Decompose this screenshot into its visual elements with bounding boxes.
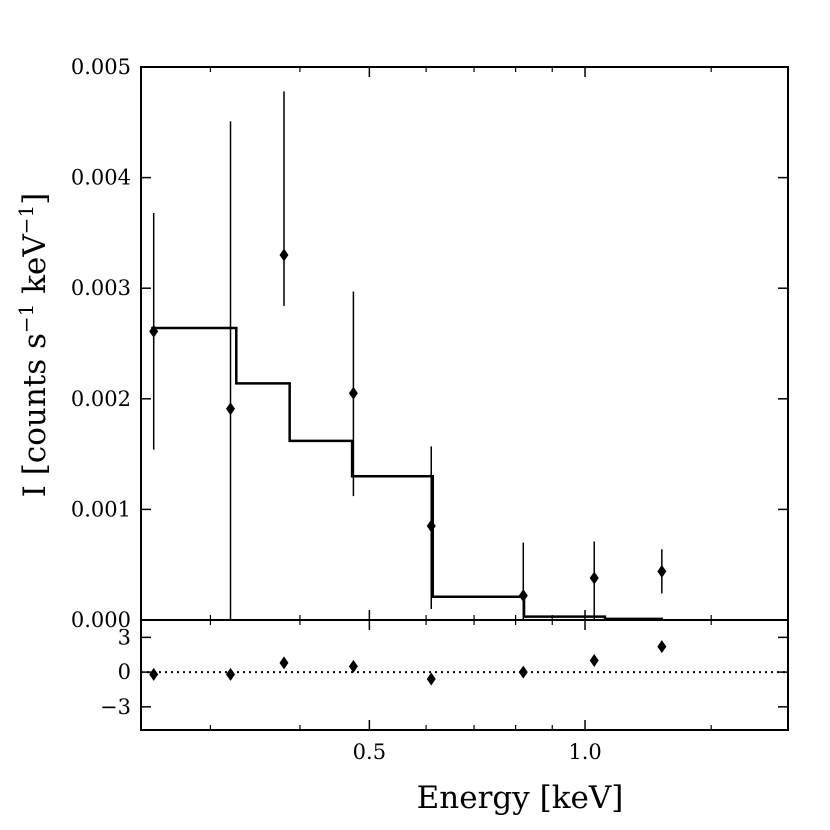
data-point [518, 589, 528, 603]
y-tick-label: 0.001 [71, 497, 131, 521]
data-point [657, 564, 667, 578]
x-tick-label: 1.0 [568, 740, 601, 764]
residual-point [426, 672, 436, 686]
residual-y-tick-label: −3 [100, 695, 131, 719]
residual-point [657, 640, 667, 654]
residual-point [226, 667, 236, 681]
residual-point [348, 659, 358, 673]
y-tick-label: 0.000 [71, 608, 131, 632]
residual-point [279, 656, 289, 670]
data-point [426, 519, 436, 533]
residual-point [589, 654, 599, 668]
y-tick-label: 0.003 [71, 276, 131, 300]
y-tick-label: 0.002 [71, 387, 131, 411]
residual-y-tick-label: 0 [118, 660, 131, 684]
residual-plot-frame [140, 619, 789, 731]
residual-panel: 3 0 −3 0.5 1.0 [100, 619, 789, 764]
spectrum-panel: 0.000 0.001 0.002 0.003 0.004 0.005 [71, 55, 789, 632]
data-point [149, 324, 159, 338]
data-point [589, 571, 599, 585]
y-tick-label: 0.005 [71, 55, 131, 79]
data-point [348, 386, 358, 400]
residual-point [149, 667, 159, 681]
x-axis-label: Energy [keV] [417, 780, 624, 816]
model-step-line [151, 326, 664, 621]
residual-y-tick-label: 3 [118, 625, 131, 649]
residual-point [518, 665, 528, 679]
data-point [279, 248, 289, 262]
top-plot-frame [140, 66, 789, 621]
y-tick-label: 0.004 [71, 166, 131, 190]
data-point [226, 402, 236, 416]
y-axis-label: I [counts s−1 keV−1] [14, 193, 53, 498]
x-tick-label: 0.5 [353, 740, 386, 764]
